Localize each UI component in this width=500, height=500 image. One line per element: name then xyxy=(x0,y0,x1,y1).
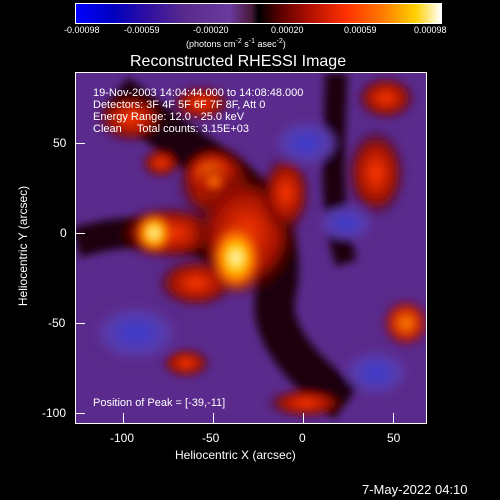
unit-exp: -2 xyxy=(235,38,242,45)
x-tick-label: 0 xyxy=(299,431,306,445)
colorbar-tick: -0.00059 xyxy=(124,25,160,35)
y-tick-label: 0 xyxy=(60,226,67,240)
y-tick-label: -100 xyxy=(42,406,67,420)
render-timestamp: 7-May-2022 04:10 xyxy=(362,482,468,497)
x-tick-label: -100 xyxy=(110,431,135,445)
info-line-clean: Clean Total counts: 3.15E+03 xyxy=(93,123,250,135)
unit-exp: -1 xyxy=(248,38,256,45)
y-axis-label: Heliocentric Y (arcsec) xyxy=(16,185,30,307)
colorbar-tick: -0.00098 xyxy=(64,25,100,35)
y-tick-mark xyxy=(75,323,85,324)
x-axis-label: Heliocentric X (arcsec) xyxy=(175,448,296,462)
y-tick-mark xyxy=(75,233,85,234)
unit-exp: -2 xyxy=(276,38,283,45)
x-tick-mark xyxy=(303,413,304,423)
info-line-detectors: Detectors: 3F 4F 5F 6F 7F 8F, Att 0 xyxy=(93,99,266,111)
peak-position-text: Position of Peak = [-39,-11] xyxy=(93,397,226,409)
colorbar-tick: -0.00020 xyxy=(193,25,229,35)
x-tick-mark xyxy=(213,413,214,423)
colorbar-unit-label: (photons cm-2 s-1 asec-2) xyxy=(186,38,286,49)
colorbar-tick: 0.00059 xyxy=(344,25,377,35)
y-tick-label: -50 xyxy=(48,316,66,330)
x-tick-mark xyxy=(123,413,124,423)
y-tick-mark xyxy=(75,143,85,144)
unit-part: (photons cm xyxy=(186,39,236,49)
y-tick-mark xyxy=(75,413,85,414)
colorbar-tick: 0.00020 xyxy=(271,25,304,35)
unit-part: s xyxy=(241,39,249,49)
info-line-time: 19-Nov-2003 14:04:44.000 to 14:08:48.000 xyxy=(93,87,304,99)
colorbar-tick: 0.00098 xyxy=(414,25,447,35)
colorbar xyxy=(75,3,442,24)
info-line-energy: Energy Range: 12.0 - 25.0 keV xyxy=(93,111,245,123)
y-tick-label: 50 xyxy=(53,136,67,150)
image-blobs xyxy=(76,73,426,419)
unit-part: asec xyxy=(255,39,277,49)
plot-title: Reconstructed RHESSI Image xyxy=(130,53,347,70)
x-tick-label: -50 xyxy=(202,431,220,445)
x-tick-mark xyxy=(393,413,394,423)
unit-part: ) xyxy=(282,39,286,49)
x-tick-label: 50 xyxy=(387,431,401,445)
rhessi-image xyxy=(75,72,427,424)
